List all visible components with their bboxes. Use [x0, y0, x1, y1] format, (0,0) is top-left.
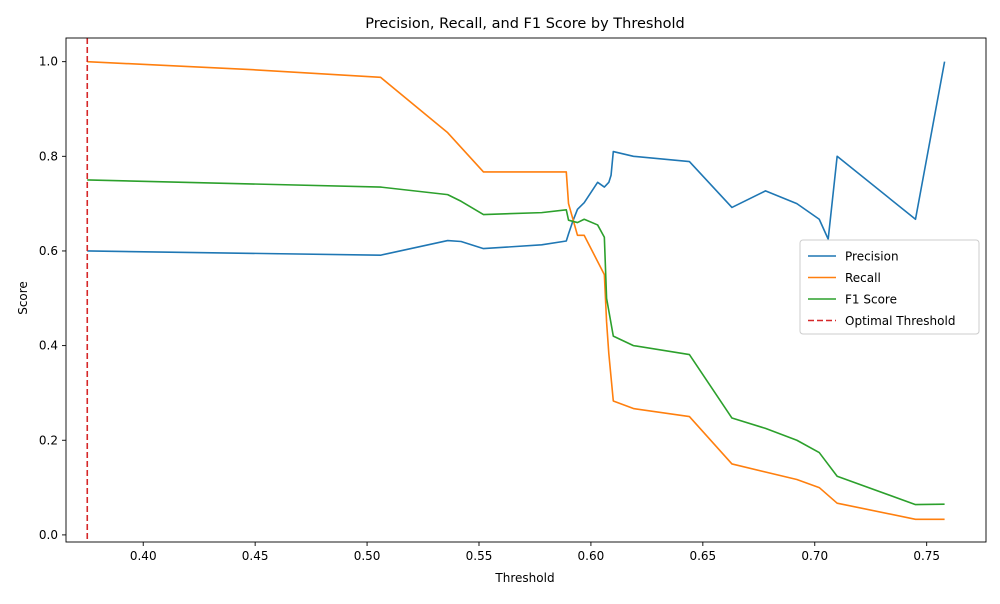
x-tick-label: 0.55: [466, 549, 493, 563]
legend-label: F1 Score: [845, 293, 897, 307]
x-axis: 0.40 0.45 0.50 0.55 0.60 0.65 0.70 0.75: [130, 542, 940, 563]
legend-label: Recall: [845, 271, 881, 285]
y-tick-label: 0.4: [39, 339, 58, 353]
legend-label: Precision: [845, 250, 899, 264]
series-line-precision: [87, 61, 946, 257]
legend-box: [799, 239, 980, 335]
y-axis-label: Score: [16, 281, 30, 315]
y-tick-label: 0.6: [39, 244, 58, 258]
y-tick-label: 1.0: [39, 55, 58, 69]
y-tick-label: 0.0: [39, 528, 58, 542]
x-tick-label: 0.40: [130, 549, 157, 563]
x-tick-label: 0.60: [578, 549, 605, 563]
chart-title: Precision, Recall, and F1 Score by Thres…: [365, 16, 685, 32]
y-axis: 0.0 0.2 0.4 0.6 0.8 1.0: [39, 55, 66, 542]
x-tick-label: 0.70: [801, 549, 828, 563]
plot-frame: [65, 37, 987, 543]
legend: Precision Recall F1 Score Optimal Threshold: [799, 239, 980, 335]
y-tick-label: 0.2: [39, 433, 58, 447]
legend-label: Optimal Threshold: [845, 314, 955, 328]
x-axis-label: Threshold: [494, 571, 554, 585]
x-tick-label: 0.45: [242, 549, 269, 563]
plot-area: [65, 37, 987, 543]
series-line-f1-score: [87, 179, 945, 506]
y-tick-label: 0.8: [39, 149, 58, 163]
series-line-recall: [87, 60, 945, 521]
x-tick-label: 0.50: [354, 549, 381, 563]
x-tick-label: 0.65: [689, 549, 716, 563]
x-tick-label: 0.75: [913, 549, 940, 563]
